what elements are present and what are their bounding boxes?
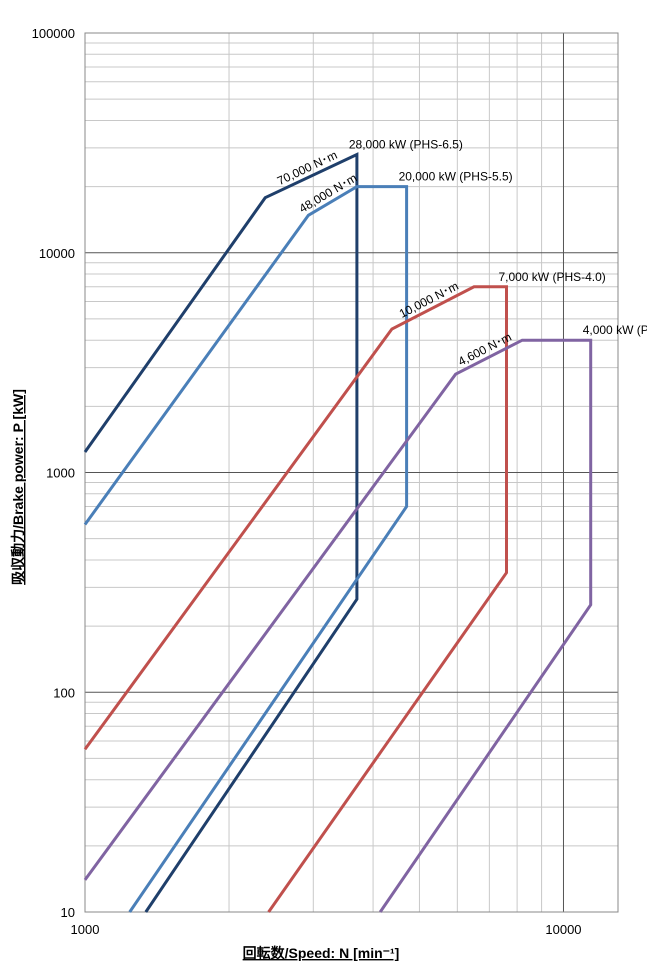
y-tick-label: 10000	[39, 246, 75, 261]
plot-area-frame	[84, 32, 619, 913]
power-label: 4,000 kW (PHS-3.0)	[583, 323, 647, 337]
y-tick-label: 100	[53, 685, 75, 700]
y-axis-title: 吸収動力/Brake power: P [kW]	[10, 389, 26, 585]
tick-labels: 10 100 1000 10000 100000 1000 10000	[32, 26, 582, 937]
x-axis-title: 回転数/Speed: N [min⁻¹]	[243, 945, 400, 961]
x-tick-label: 10000	[545, 922, 581, 937]
x-tick-label: 1000	[71, 922, 100, 937]
series-line-2	[83, 185, 409, 913]
power-label: 20,000 kW (PHS-5.5)	[399, 170, 513, 184]
power-label: 28,000 kW (PHS-6.5)	[349, 137, 463, 151]
y-tick-label: 10	[61, 905, 75, 920]
y-tick-label: 100000	[32, 26, 75, 41]
series-line-4	[83, 338, 593, 913]
power-label: 7,000 kW (PHS-4.0)	[498, 270, 605, 284]
series-line-3	[83, 285, 508, 913]
minor-grid	[85, 33, 618, 912]
y-tick-label: 1000	[46, 466, 75, 481]
series-line-1	[83, 152, 359, 913]
series-lines	[83, 152, 593, 913]
